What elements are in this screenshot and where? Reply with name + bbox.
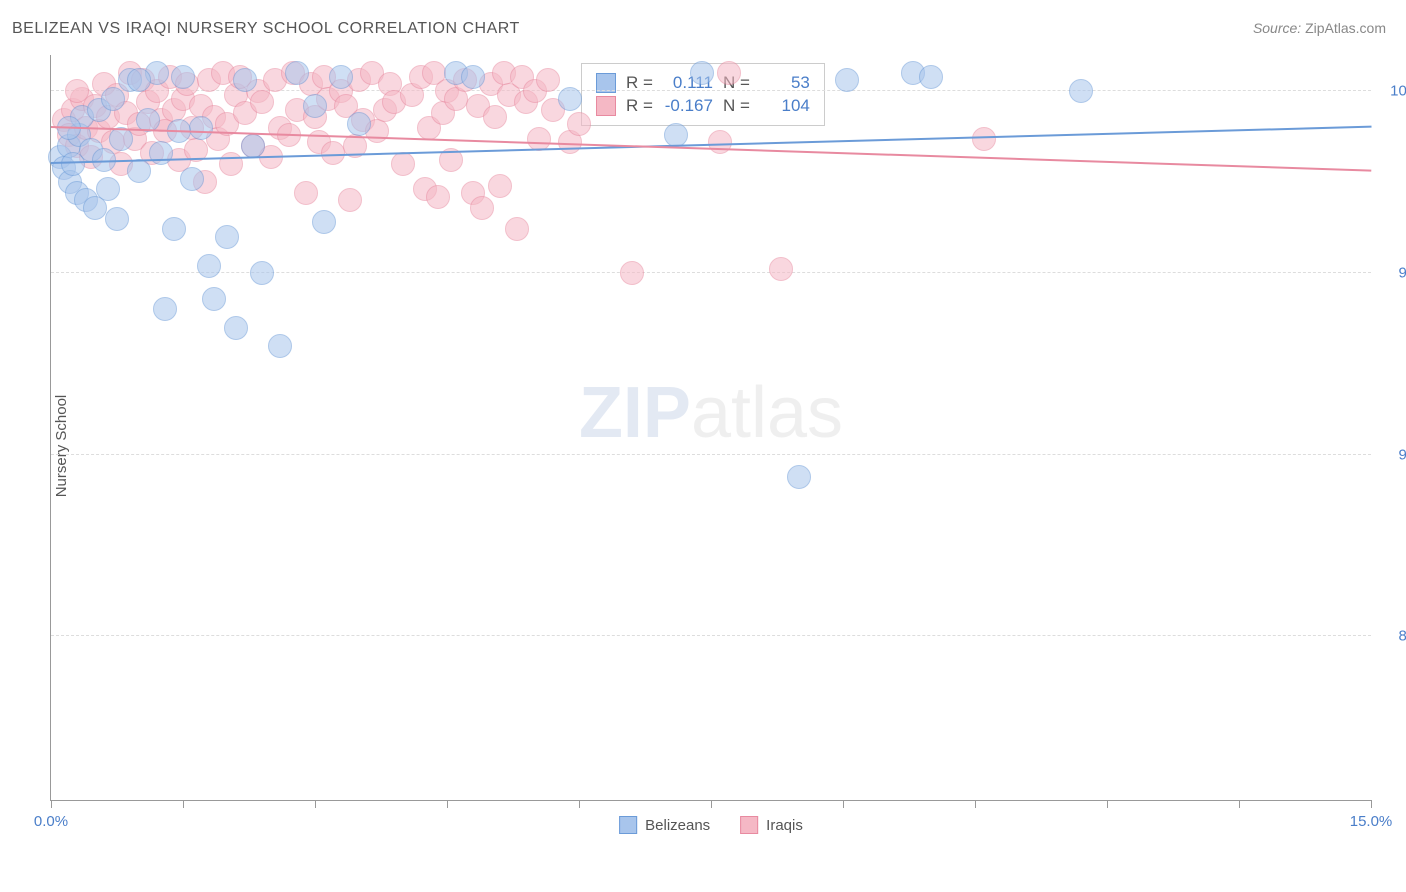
scatter-point [835, 68, 859, 92]
scatter-point [268, 334, 292, 358]
scatter-point [483, 105, 507, 129]
scatter-point [219, 152, 243, 176]
scatter-point [567, 112, 591, 136]
scatter-point [202, 287, 226, 311]
scatter-point [391, 152, 415, 176]
scatter-point [664, 123, 688, 147]
scatter-point [620, 261, 644, 285]
scatter-point [505, 217, 529, 241]
xtick [1239, 800, 1240, 808]
scatter-point [224, 316, 248, 340]
scatter-point [347, 112, 371, 136]
xtick [579, 800, 580, 808]
scatter-point [1069, 79, 1093, 103]
gridline-h [51, 272, 1371, 273]
scatter-point [149, 141, 173, 165]
chart-title: BELIZEAN VS IRAQI NURSERY SCHOOL CORRELA… [12, 20, 520, 38]
scatter-point [312, 210, 336, 234]
ytick-label: 90.0% [1398, 446, 1406, 463]
xtick [447, 800, 448, 808]
scatter-point [488, 174, 512, 198]
scatter-point [787, 465, 811, 489]
xtick-label: 15.0% [1350, 813, 1393, 830]
legend-item-0: Belizeans [619, 816, 710, 834]
scatter-point [285, 61, 309, 85]
source-credit: Source: ZipAtlas.com [1253, 20, 1386, 36]
ytick-label: 95.0% [1398, 265, 1406, 282]
legend-swatch-0 [619, 816, 637, 834]
scatter-point [241, 134, 265, 158]
scatter-point [303, 94, 327, 118]
scatter-point [127, 159, 151, 183]
stats-r-label-1: R = [626, 96, 653, 116]
xtick [711, 800, 712, 808]
legend-label-1: Iraqis [766, 817, 803, 834]
scatter-point [171, 65, 195, 89]
scatter-point [96, 177, 120, 201]
scatter-point [527, 127, 551, 151]
scatter-point [972, 127, 996, 151]
gridline-h [51, 454, 1371, 455]
gridline-h [51, 635, 1371, 636]
xtick [843, 800, 844, 808]
scatter-point [294, 181, 318, 205]
scatter-point [215, 225, 239, 249]
scatter-point [250, 261, 274, 285]
watermark-part1: ZIP [579, 373, 691, 453]
stats-row-1: R = -0.167 N = 104 [596, 96, 810, 116]
scatter-point [769, 257, 793, 281]
scatter-point [233, 68, 257, 92]
scatter-point [717, 61, 741, 85]
scatter-point [180, 167, 204, 191]
plot-area: ZIPatlas R = 0.111 N = 53 R = -0.167 N =… [50, 55, 1371, 801]
xtick [1107, 800, 1108, 808]
scatter-point [65, 79, 89, 103]
scatter-point [919, 65, 943, 89]
legend-label-0: Belizeans [645, 817, 710, 834]
xtick [51, 800, 52, 808]
source-label: Source: [1253, 20, 1301, 36]
stats-n-label-1: N = [723, 96, 750, 116]
ytick-label: 85.0% [1398, 628, 1406, 645]
legend-item-1: Iraqis [740, 816, 803, 834]
xtick [1371, 800, 1372, 808]
scatter-point [250, 90, 274, 114]
watermark: ZIPatlas [579, 372, 843, 454]
scatter-point [197, 254, 221, 278]
source-value: ZipAtlas.com [1305, 20, 1386, 36]
scatter-point [101, 87, 125, 111]
scatter-point [470, 196, 494, 220]
xtick-label: 0.0% [34, 813, 68, 830]
bottom-legend: Belizeans Iraqis [619, 816, 803, 834]
scatter-point [338, 188, 362, 212]
scatter-point [536, 68, 560, 92]
scatter-point [708, 130, 732, 154]
xtick [315, 800, 316, 808]
scatter-point [558, 87, 582, 111]
watermark-part2: atlas [691, 373, 843, 453]
stats-n-value-1: 104 [760, 96, 810, 116]
scatter-point [426, 185, 450, 209]
scatter-point [153, 297, 177, 321]
scatter-point [461, 65, 485, 89]
stats-swatch-1 [596, 96, 616, 116]
scatter-point [105, 207, 129, 231]
scatter-point [189, 116, 213, 140]
stats-r-value-1: -0.167 [663, 96, 713, 116]
scatter-point [329, 65, 353, 89]
chart-container: BELIZEAN VS IRAQI NURSERY SCHOOL CORRELA… [0, 0, 1406, 892]
ytick-label: 100.0% [1390, 83, 1406, 100]
scatter-point [690, 61, 714, 85]
legend-swatch-1 [740, 816, 758, 834]
scatter-point [127, 68, 151, 92]
xtick [975, 800, 976, 808]
xtick [183, 800, 184, 808]
scatter-point [162, 217, 186, 241]
